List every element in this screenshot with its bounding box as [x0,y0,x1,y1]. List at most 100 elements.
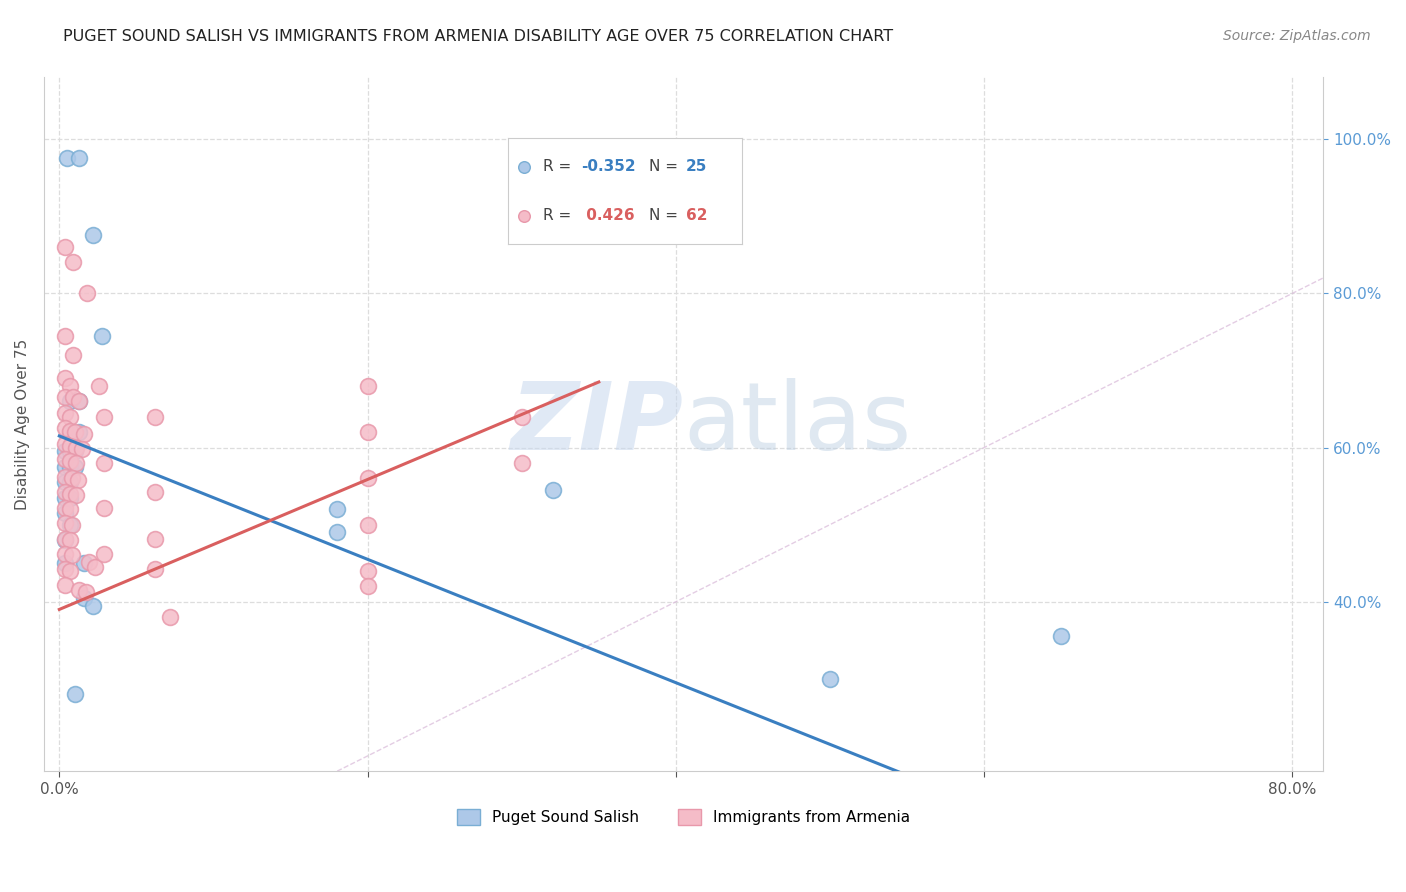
Point [82,228,104,243]
Legend: Puget Sound Salish, Immigrants from Armenia: Puget Sound Salish, Immigrants from Arme… [450,802,918,833]
Point [55,240,77,254]
Point [55,406,77,420]
Point [91,328,114,343]
Point [66,473,89,487]
Point [63,425,86,439]
Point [55,556,77,570]
Point [67,394,90,409]
Point [82,599,104,613]
Point [55,562,77,576]
Point [510,409,533,424]
Point [83,560,105,574]
Point [67,425,90,439]
Point [59,487,82,501]
Point [55,328,77,343]
Point [60,517,83,532]
Point [55,391,77,405]
Point [326,502,349,516]
Text: R =: R = [543,159,576,174]
Point [55,516,77,530]
Point [59,475,82,490]
Point [1050,629,1073,643]
Point [55,459,77,474]
Point [63,459,86,474]
Point [59,409,82,424]
Text: 0.426: 0.426 [581,208,634,223]
Y-axis label: Disability Age Over 75: Disability Age Over 75 [15,339,30,510]
Point [73,591,96,605]
Point [159,610,181,624]
Point [55,444,77,458]
Point [143,562,166,576]
Point [76,286,98,301]
Text: atlas: atlas [683,378,912,470]
Point [55,475,77,490]
Point [55,436,77,450]
Point [356,379,378,393]
Point [59,491,82,505]
Point [510,456,533,470]
Point [55,532,77,546]
Point [65,441,87,455]
Point [55,470,77,484]
Point [59,379,82,393]
Point [67,583,90,598]
Point [63,444,86,458]
Point [60,549,83,563]
Point [62,391,84,405]
Point [143,532,166,546]
Point [513,209,536,223]
Point [93,409,115,424]
Point [356,579,378,593]
Point [67,152,90,166]
Point [55,578,77,592]
Point [63,687,86,701]
Point [59,424,82,438]
Text: ZIP: ZIP [510,378,683,470]
Point [60,471,83,485]
Point [55,485,77,500]
Point [65,488,87,502]
Point [356,425,378,439]
Point [59,564,82,578]
Point [55,371,77,385]
Point [55,491,77,505]
Text: 25: 25 [686,159,707,174]
Text: N =: N = [648,159,682,174]
Text: -0.352: -0.352 [581,159,636,174]
Point [818,672,841,686]
Point [93,547,115,561]
Point [55,506,77,520]
Point [59,533,82,547]
Point [356,564,378,578]
Point [59,439,82,453]
Point [73,556,96,570]
Point [55,500,77,515]
Point [75,585,97,599]
Point [65,456,87,470]
Point [356,471,378,485]
Point [72,442,94,456]
Point [59,517,82,532]
Point [59,459,82,474]
Text: R =: R = [543,208,581,223]
Point [55,421,77,435]
Point [55,533,77,547]
Point [93,456,115,470]
Text: PUGET SOUND SALISH VS IMMIGRANTS FROM ARMENIA DISABILITY AGE OVER 75 CORRELATION: PUGET SOUND SALISH VS IMMIGRANTS FROM AR… [63,29,893,45]
Point [56,152,79,166]
Point [143,409,166,424]
Point [59,502,82,516]
Point [326,525,349,540]
Text: Source: ZipAtlas.com: Source: ZipAtlas.com [1223,29,1371,44]
Point [59,394,82,409]
Text: N =: N = [648,208,682,223]
Point [73,426,96,441]
Point [59,444,82,458]
Point [143,485,166,500]
Point [77,555,100,569]
Point [55,547,77,561]
Point [55,452,77,467]
Text: 62: 62 [686,208,707,223]
Point [541,483,564,497]
